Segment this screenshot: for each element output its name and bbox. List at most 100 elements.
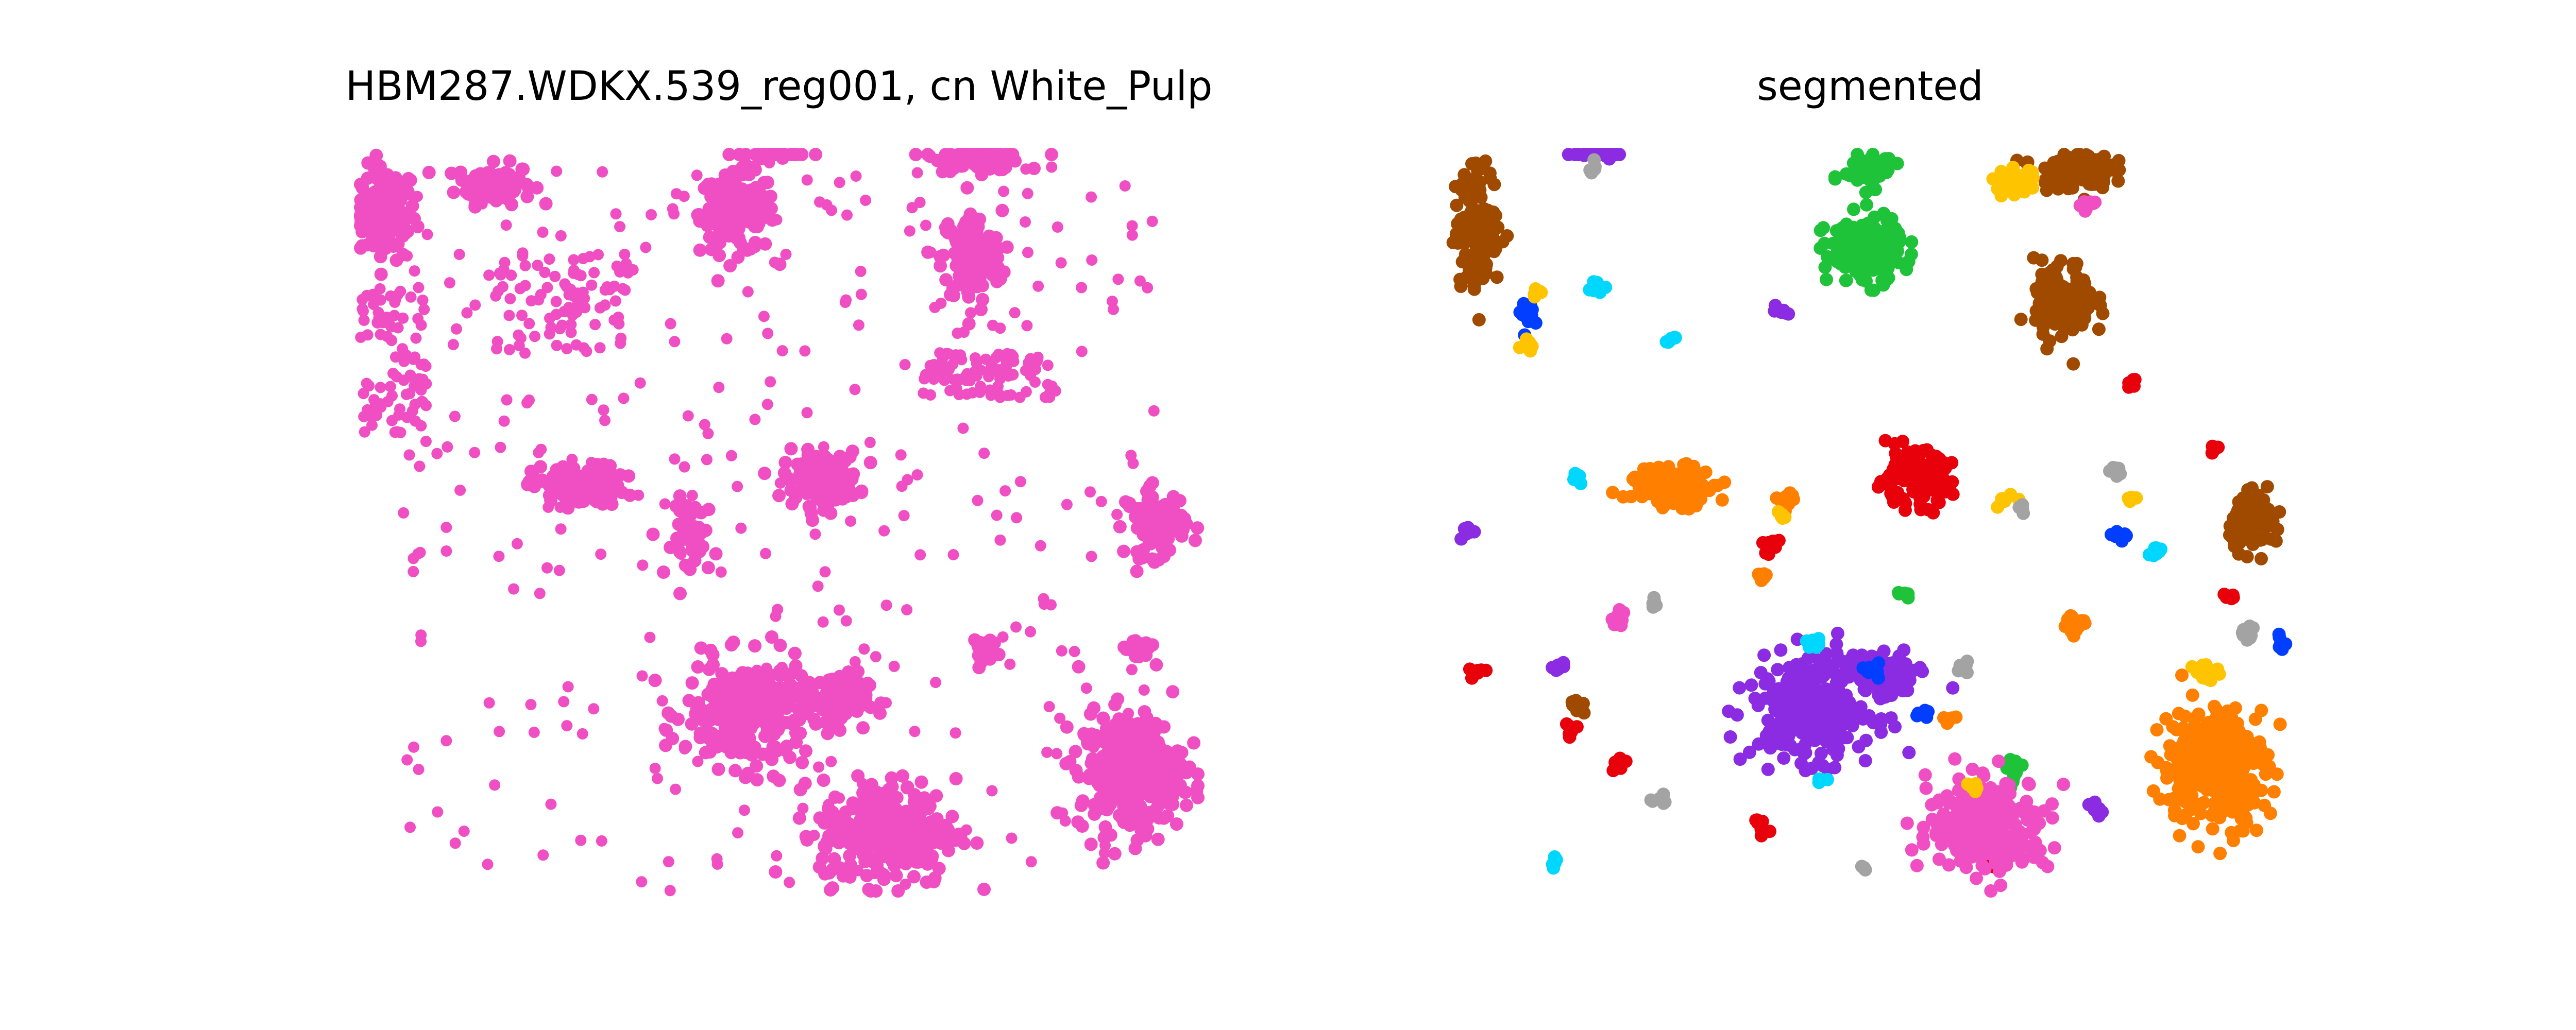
scatter-point (1002, 348, 1013, 359)
scatter-point (1733, 681, 1747, 695)
scatter-point (1140, 509, 1154, 523)
scatter-point (944, 385, 956, 397)
scatter-point (858, 643, 870, 655)
scatter-point (705, 177, 719, 191)
scatter-point (562, 681, 574, 693)
scatter-point (985, 643, 998, 657)
scatter-point (2230, 727, 2244, 741)
scatter-point (895, 449, 907, 461)
scatter-point (857, 849, 869, 861)
scatter-point (415, 636, 427, 647)
scatter-point (2118, 527, 2132, 541)
scatter-point (1083, 707, 1097, 721)
scatter-point (714, 677, 728, 691)
scatter-point (1871, 480, 1885, 494)
scatter-point (997, 631, 1009, 643)
scatter-point (398, 213, 412, 227)
scatter-point (1051, 748, 1063, 760)
scatter-point (702, 427, 714, 439)
scatter-point (841, 209, 853, 221)
scatter-point (553, 564, 565, 576)
scatter-point (751, 664, 763, 676)
scatter-point (1863, 218, 1877, 232)
scatter-point (878, 525, 890, 537)
scatter-point (2208, 797, 2222, 810)
scatter-point (415, 319, 427, 331)
scatter-point (2160, 764, 2174, 778)
scatter-point (856, 721, 870, 735)
scatter-point (957, 422, 969, 434)
scatter-point (691, 169, 703, 181)
scatter-point (1775, 725, 1789, 739)
scatter-point (1567, 472, 1581, 486)
scatter-point (1057, 807, 1069, 819)
scatter-point (732, 827, 743, 839)
scatter-point (1889, 447, 1903, 460)
scatter-point (1874, 712, 1888, 726)
scatter-point (1932, 452, 1946, 466)
scatter-point (1142, 639, 1156, 653)
scatter-point (1867, 283, 1880, 297)
scatter-point (850, 170, 862, 182)
scatter-point (722, 148, 736, 161)
scatter-point (904, 225, 916, 237)
scatter-point (1041, 746, 1053, 758)
scatter-point (978, 448, 990, 459)
scatter-point (1996, 825, 2010, 839)
scatter-point (598, 457, 609, 469)
scatter-point (1126, 220, 1138, 232)
scatter-point (1161, 809, 1175, 822)
scatter-point (2004, 753, 2017, 766)
scatter-point (1474, 217, 1488, 231)
scatter-point (771, 214, 783, 226)
scatter-point (2015, 758, 2029, 772)
scatter-point (1968, 804, 1982, 818)
scatter-point (2273, 640, 2286, 654)
scatter-point (901, 604, 913, 615)
scatter-point (355, 332, 367, 343)
scatter-point (900, 879, 911, 890)
scatter-point (2172, 766, 2186, 780)
scatter-point (586, 393, 598, 405)
scatter-point (532, 260, 544, 271)
scatter-point (1978, 862, 1992, 876)
scatter-point (1479, 663, 1493, 677)
scatter-point (469, 299, 481, 311)
scatter-point (993, 163, 1007, 177)
scatter-point (494, 169, 507, 183)
scatter-point (1742, 745, 1756, 759)
scatter-point (2024, 826, 2038, 839)
scatter-point (817, 774, 831, 787)
scatter-point (2163, 739, 2177, 753)
scatter-point (721, 169, 735, 183)
scatter-point (519, 347, 531, 359)
scatter-point (1106, 761, 1120, 775)
scatter-point (1025, 626, 1036, 638)
scatter-point (579, 293, 590, 304)
scatter-point (733, 236, 747, 250)
scatter-point (1045, 148, 1058, 161)
scatter-point (1135, 771, 1148, 785)
scatter-point (447, 339, 459, 351)
scatter-point (719, 718, 733, 732)
scatter-point (795, 756, 809, 769)
scatter-point (1112, 273, 1124, 285)
scatter-point (1020, 216, 1031, 228)
scatter-point (937, 359, 949, 371)
scatter-point (1685, 461, 1699, 475)
scatter-point (519, 260, 531, 271)
scatter-point (1009, 307, 1021, 319)
scatter-point (586, 279, 598, 291)
scatter-point (2126, 376, 2140, 390)
scatter-point (2232, 516, 2246, 529)
scatter-point (404, 821, 416, 833)
scatter-point (1878, 233, 1892, 246)
left-scatter-plot (354, 148, 1205, 898)
scatter-point (449, 410, 461, 422)
scatter-point (538, 475, 552, 489)
left-panel-title: HBM287.WDKX.539_reg001, cn White_Pulp (345, 63, 1212, 110)
scatter-point (961, 388, 973, 400)
scatter-point (1129, 760, 1143, 774)
scatter-point (1119, 180, 1131, 192)
scatter-point (929, 302, 941, 313)
